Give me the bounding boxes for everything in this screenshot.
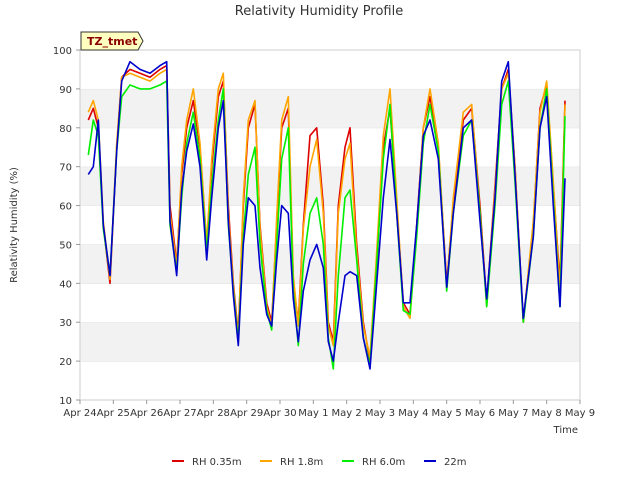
- x-tick-label: Apr 26: [130, 408, 163, 419]
- grid-band: [80, 166, 580, 206]
- legend-label: RH 6.0m: [362, 457, 405, 468]
- x-tick-label: May 7: [498, 408, 528, 419]
- legend-label: RH 0.35m: [192, 457, 242, 468]
- y-tick-label: 50: [59, 240, 72, 251]
- x-tick-label: Apr 24: [63, 408, 96, 419]
- x-tick-label: May 5: [432, 408, 462, 419]
- series-group: [87, 60, 566, 370]
- x-tick-label: Apr 28: [197, 408, 230, 419]
- annotation-box: [80, 31, 144, 51]
- grid-band: [80, 283, 580, 323]
- annotation-badge: TZ_tmet: [80, 31, 144, 51]
- y-tick-label: 80: [59, 124, 72, 135]
- grid-band: [80, 361, 580, 400]
- y-axis-title: Relativity Humidity (%): [9, 167, 20, 283]
- x-tick-label: May 3: [365, 408, 395, 419]
- legend-label: RH 1.8m: [280, 457, 323, 468]
- chart-title: Relativity Humidity Profile: [235, 4, 403, 19]
- x-tick-label: Apr 29: [230, 408, 263, 419]
- x-axis: Apr 24 Apr 25 Apr 26 Apr 27 Apr 28 Apr 29 Apr …: [63, 400, 595, 419]
- grid-bands: [80, 49, 580, 400]
- legend: RH 0.35m RH 1.8m RH 6.0m 22m: [172, 457, 466, 468]
- annotation-label: TZ_tmet: [87, 35, 137, 48]
- y-tick-label: 100: [53, 46, 72, 57]
- y-tick-label: 60: [59, 202, 72, 213]
- x-axis-title: Time: [553, 425, 578, 436]
- y-tick-label: 10: [59, 396, 72, 407]
- x-tick-label: May 9: [565, 408, 595, 419]
- x-tick-label: May 1: [298, 408, 328, 419]
- y-axis: 10 20 30 40 50 60 70 80 90 100: [53, 46, 80, 407]
- x-tick-label: May 2: [332, 408, 362, 419]
- x-tick-label: Apr 30: [263, 408, 296, 419]
- y-tick-label: 20: [59, 357, 72, 368]
- legend-label: 22m: [444, 457, 466, 468]
- x-tick-label: May 8: [532, 408, 562, 419]
- y-tick-label: 40: [59, 279, 72, 290]
- x-tick-label: May 4: [398, 408, 428, 419]
- y-tick-label: 70: [59, 163, 72, 174]
- grid-band: [80, 205, 580, 245]
- grid-band: [80, 127, 580, 167]
- x-tick-label: Apr 25: [97, 408, 130, 419]
- y-tick-label: 90: [59, 85, 72, 96]
- grid-band: [80, 244, 580, 284]
- y-tick-label: 30: [59, 318, 72, 329]
- grid-band: [80, 88, 580, 128]
- plot-frame: [79, 49, 581, 401]
- x-tick-label: Apr 27: [163, 408, 196, 419]
- series-line-22m: [87, 60, 566, 370]
- x-tick-label: May 6: [465, 408, 495, 419]
